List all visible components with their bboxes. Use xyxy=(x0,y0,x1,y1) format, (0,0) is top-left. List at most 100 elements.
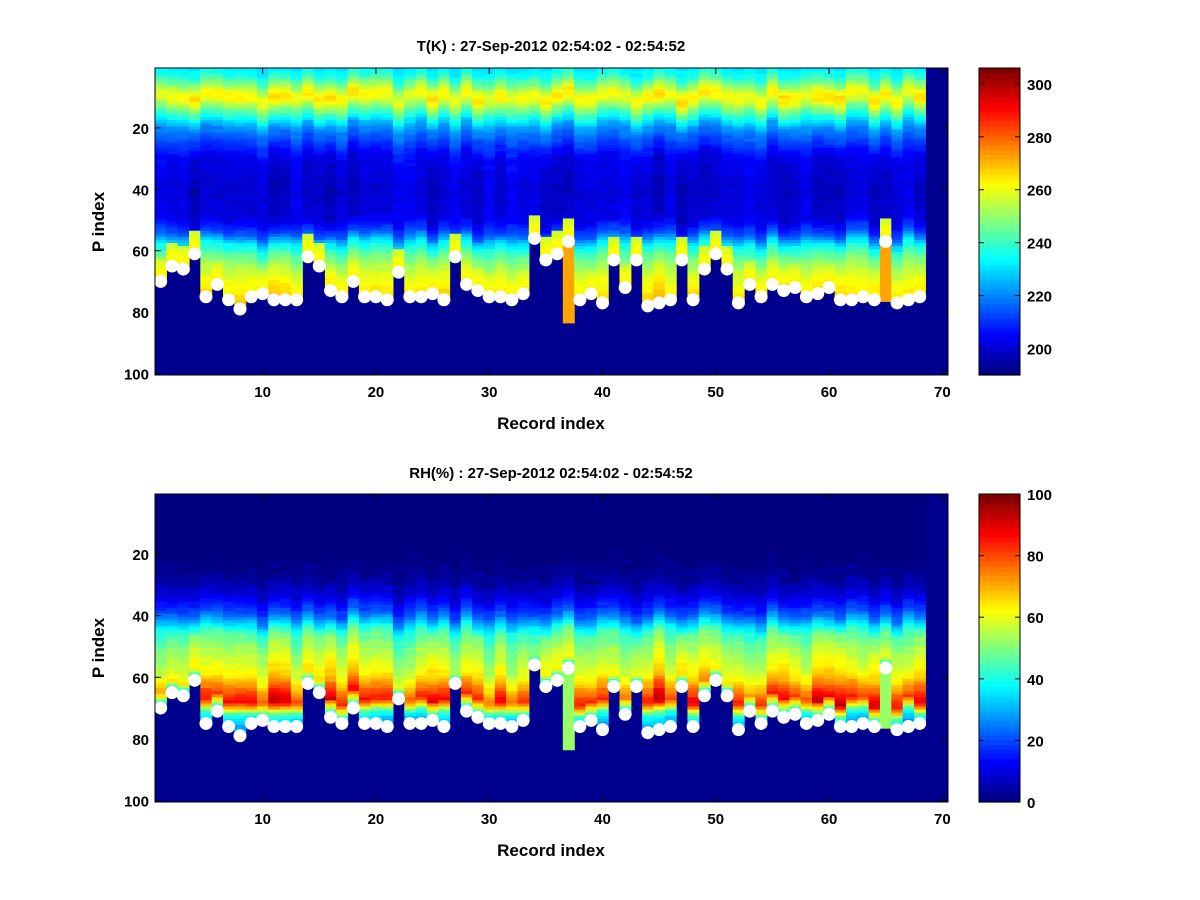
temperature-cell xyxy=(653,110,666,115)
temperature-cell xyxy=(902,224,915,229)
temperature-cell xyxy=(766,120,779,124)
temperature-cell xyxy=(857,92,870,97)
temperature-cell xyxy=(812,258,824,263)
temperature-cell xyxy=(619,157,632,161)
temperature-cell xyxy=(653,83,666,88)
temperature-cell xyxy=(687,126,700,130)
temperature-cell xyxy=(381,289,394,293)
temperature-cell xyxy=(562,206,575,210)
temperature-cell xyxy=(200,203,213,207)
temperature-cell xyxy=(596,236,609,241)
temperature-cell xyxy=(868,95,881,100)
temperature-cell xyxy=(268,92,281,97)
temperature-cell xyxy=(732,68,745,72)
temperature-cell xyxy=(166,153,179,158)
temperature-cell xyxy=(234,285,247,290)
temperature-cell xyxy=(698,120,711,124)
temperature-cell xyxy=(494,215,507,220)
temperature-cell xyxy=(268,68,281,72)
temperature-cell xyxy=(256,236,269,241)
temperature-cell xyxy=(608,169,621,173)
temperature-cell xyxy=(562,279,575,284)
temperature-cell xyxy=(676,190,689,195)
temperature-cell xyxy=(302,68,315,72)
temperature-cell xyxy=(370,150,383,155)
temperature-cell xyxy=(438,83,451,88)
temperature-cell xyxy=(562,261,575,266)
temperature-cell xyxy=(653,292,666,296)
temperature-cell xyxy=(472,279,485,284)
temperature-cell xyxy=(302,153,315,158)
temperature-cell xyxy=(766,261,779,266)
temperature-cell xyxy=(392,80,405,84)
temperature-cell xyxy=(222,157,235,161)
temperature-cell xyxy=(177,206,190,210)
temperature-cell xyxy=(313,117,326,121)
temperature-cell xyxy=(336,230,349,235)
temperature-cell xyxy=(608,114,621,118)
temperature-cell xyxy=(222,166,235,170)
temperature-cell xyxy=(608,123,621,127)
temperature-cell xyxy=(494,138,507,143)
temperature-cell xyxy=(279,289,292,293)
temperature-cell xyxy=(744,239,757,244)
temperature-column xyxy=(732,68,745,305)
temperature-cell xyxy=(256,129,269,134)
temperature-cell xyxy=(370,163,383,167)
temperature-cell xyxy=(324,252,337,256)
temperature-cell xyxy=(619,101,632,106)
temperature-cell xyxy=(755,230,768,235)
temperature-cell xyxy=(426,187,439,192)
temperature-cell xyxy=(188,107,201,112)
temperature-cell xyxy=(857,129,870,134)
temperature-cell xyxy=(868,83,881,88)
temperature-cell xyxy=(268,83,281,88)
temperature-cell xyxy=(574,123,587,127)
temperature-cell xyxy=(880,147,892,152)
temperature-cell xyxy=(721,172,734,177)
temperature-cell xyxy=(449,246,462,250)
temperature-cell xyxy=(551,135,564,140)
temperature-cell xyxy=(426,129,439,134)
temperature-cell xyxy=(381,74,394,78)
temperature-cell xyxy=(800,138,813,143)
temperature-cell xyxy=(891,138,904,143)
temperature-cell xyxy=(211,89,224,94)
temperature-cell xyxy=(540,193,553,198)
temperature-cell xyxy=(234,193,247,198)
temperature-cell xyxy=(517,120,530,124)
temperature-cell xyxy=(789,209,802,213)
temperature-cell xyxy=(404,98,417,103)
temperature-cell xyxy=(880,166,892,170)
temperature-cell xyxy=(494,221,507,226)
temperature-cell xyxy=(642,77,655,81)
temperature-cell xyxy=(891,175,904,180)
temperature-cell xyxy=(188,242,201,247)
temperature-cell xyxy=(653,196,666,201)
temperature-cell xyxy=(596,89,609,94)
temperature-cell xyxy=(426,71,439,75)
temperature-cell xyxy=(404,89,417,94)
temperature-cell xyxy=(483,178,496,183)
temperature-cell xyxy=(494,200,507,204)
temperature-cell xyxy=(472,74,485,78)
temperature-cell xyxy=(336,138,349,143)
temperature-cell xyxy=(755,114,768,118)
temperature-cell xyxy=(880,252,892,256)
temperature-cell xyxy=(155,135,167,140)
temperature-cell xyxy=(585,218,598,223)
temperature-cell xyxy=(902,230,915,235)
temperature-cell xyxy=(710,200,723,204)
temperature-cell xyxy=(234,83,247,88)
temperature-cell xyxy=(336,270,349,275)
temperature-cell xyxy=(902,123,915,127)
temperature-cell xyxy=(608,203,621,207)
temperature-cell xyxy=(585,153,598,158)
temperature-cell xyxy=(358,132,371,137)
temperature-cell xyxy=(404,221,417,226)
temperature-cell xyxy=(290,187,303,192)
temperature-cell xyxy=(358,224,371,229)
temperature-cell xyxy=(574,246,587,250)
temperature-cell xyxy=(358,83,371,88)
temperature-cell xyxy=(562,77,575,81)
